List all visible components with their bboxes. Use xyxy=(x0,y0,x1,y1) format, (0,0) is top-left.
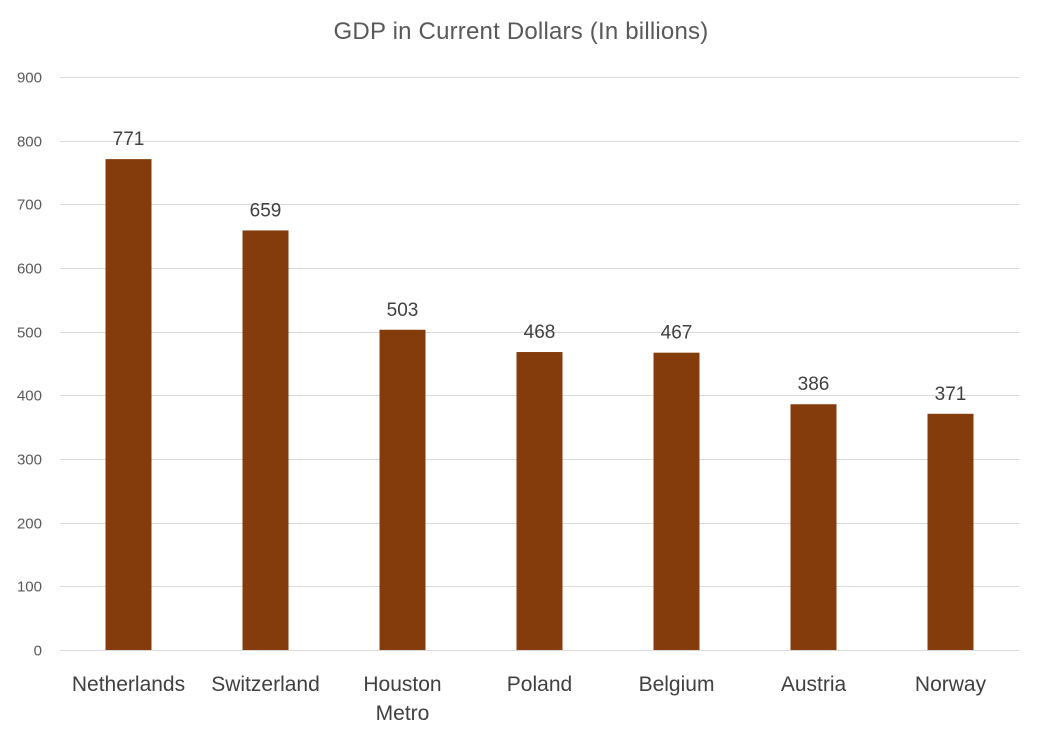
bar-houston-metro xyxy=(379,329,426,650)
bar-austria xyxy=(790,404,837,650)
y-tick-label: 100 xyxy=(17,579,42,596)
x-tick-label: Poland xyxy=(507,673,572,696)
x-tick-label: Switzerland xyxy=(211,673,320,696)
bar-poland xyxy=(516,352,563,650)
y-tick-label: 800 xyxy=(17,134,42,151)
bar-belgium xyxy=(653,352,700,650)
y-tick-label: 500 xyxy=(17,325,42,342)
y-tick-label: 300 xyxy=(17,452,42,469)
data-label: 386 xyxy=(798,374,830,395)
x-tick-label-line: Metro xyxy=(376,702,430,725)
bars xyxy=(105,159,974,651)
chart-title: GDP in Current Dollars (In billions) xyxy=(333,18,709,45)
data-label: 468 xyxy=(524,322,556,343)
bar-norway xyxy=(927,413,974,650)
x-tick-label: Austria xyxy=(781,673,847,696)
x-tick-label: Belgium xyxy=(639,673,715,696)
bar-switzerland xyxy=(242,230,289,651)
y-tick-label: 400 xyxy=(17,388,42,405)
category-labels: Netherlands Switzerland Houston Metro Poland… xyxy=(72,673,987,725)
data-label: 371 xyxy=(935,384,967,405)
x-tick-label: Netherlands xyxy=(72,673,185,696)
data-label: 467 xyxy=(661,323,693,344)
data-labels: 771 659 503 468 467 386 371 xyxy=(113,129,967,405)
x-tick-label: Norway xyxy=(915,673,987,696)
data-label: 503 xyxy=(387,300,419,321)
y-axis-ticks: 0 100 200 300 400 500 600 700 800 900 xyxy=(17,70,42,660)
bar-netherlands xyxy=(105,159,152,650)
data-label: 771 xyxy=(113,129,145,150)
x-tick-label: Houston Metro xyxy=(363,673,441,725)
y-tick-label: 200 xyxy=(17,516,42,533)
data-label: 659 xyxy=(250,200,282,221)
y-tick-label: 600 xyxy=(17,261,42,278)
y-tick-label: 900 xyxy=(17,70,42,87)
y-tick-label: 0 xyxy=(34,643,42,660)
x-tick-label-line: Houston xyxy=(363,673,441,696)
y-tick-label: 700 xyxy=(17,197,42,214)
